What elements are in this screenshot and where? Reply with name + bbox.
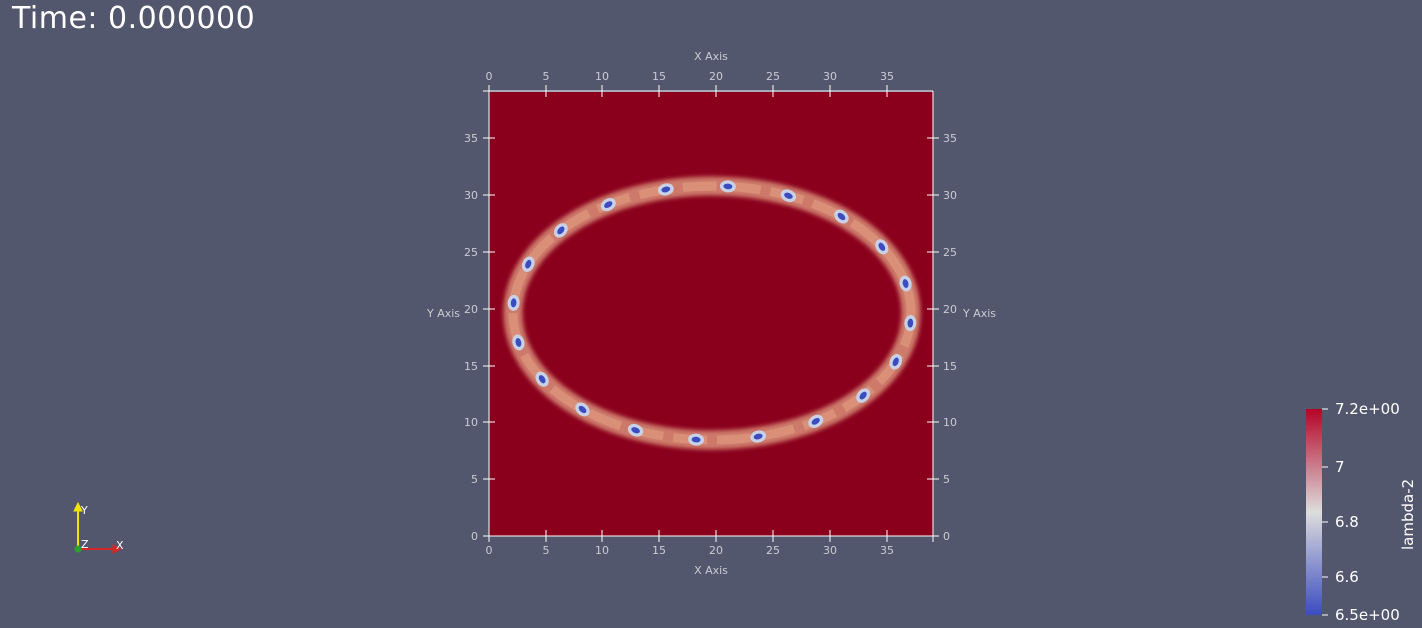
y-tick-left-20: 20 xyxy=(464,303,478,316)
y-tick-right-0: 0 xyxy=(943,530,950,543)
y-tick-right-30: 30 xyxy=(943,189,957,202)
low-value-spot xyxy=(631,427,640,434)
x-axis-title-bottom: X Axis xyxy=(694,564,728,577)
low-value-spot xyxy=(811,418,820,425)
low-value-spot xyxy=(859,391,867,400)
low-value-spot xyxy=(661,186,671,193)
colorbar-ticks xyxy=(1322,408,1328,616)
x-tick-top-20: 20 xyxy=(709,70,723,83)
x-tick-top-0: 0 xyxy=(486,70,493,83)
y-tick-left-10: 10 xyxy=(464,416,478,429)
lambda2-ring xyxy=(503,176,921,450)
y-tick-right-10: 10 xyxy=(943,416,957,429)
x-tick-bottom-25: 25 xyxy=(766,544,780,557)
field-background xyxy=(489,92,933,536)
x-tick-top-15: 15 xyxy=(652,70,666,83)
colorbar-title: lambda-2 xyxy=(1399,479,1417,550)
x-tick-top-5: 5 xyxy=(543,70,550,83)
y-tick-left-15: 15 xyxy=(464,360,478,373)
low-value-blobs xyxy=(507,180,917,446)
low-value-spot xyxy=(538,375,546,384)
x-tick-labels-bottom: 0 5 10 15 20 25 30 35 xyxy=(486,544,895,557)
plot-area xyxy=(489,92,933,536)
low-value-spot xyxy=(907,318,914,328)
y-tick-right-25: 25 xyxy=(943,246,957,259)
x-tick-bottom-35: 35 xyxy=(880,544,894,557)
time-label: Time: 0.000000 xyxy=(12,1,256,36)
colorbar-label-6-8: 6.8 xyxy=(1335,513,1359,531)
x-tick-bottom-0: 0 xyxy=(486,544,493,557)
low-value-spot xyxy=(902,279,909,288)
axis-ticks xyxy=(483,85,939,542)
low-value-spot xyxy=(515,338,522,347)
low-value-spot xyxy=(837,212,846,221)
y-tick-left-30: 30 xyxy=(464,189,478,202)
x-tick-bottom-20: 20 xyxy=(709,544,723,557)
low-value-spot xyxy=(878,242,886,251)
y-tick-right-5: 5 xyxy=(943,473,950,486)
x-tick-top-25: 25 xyxy=(766,70,780,83)
low-value-spot xyxy=(784,192,793,199)
y-tick-right-35: 35 xyxy=(943,132,957,145)
orientation-x-label: X xyxy=(116,539,124,552)
orientation-x-arrowhead xyxy=(112,544,123,554)
colorbar-label-6-6: 6.6 xyxy=(1335,568,1359,586)
colorbar-label-max: 7.2e+00 xyxy=(1335,400,1400,418)
low-value-spot xyxy=(525,259,532,269)
orientation-y-label: Y xyxy=(80,504,88,517)
y-tick-right-20: 20 xyxy=(943,303,957,316)
low-value-spot xyxy=(723,183,733,190)
orientation-z-label: Z xyxy=(81,538,89,551)
low-value-spot xyxy=(691,436,701,443)
y-tick-left-0: 0 xyxy=(471,530,478,543)
y-tick-labels-right: 0 5 10 15 20 25 30 35 xyxy=(943,132,957,543)
orientation-y-arrowhead xyxy=(73,501,83,512)
y-axis-title-right: Y Axis xyxy=(962,307,996,320)
y-tick-left-35: 35 xyxy=(464,132,478,145)
low-value-spot xyxy=(892,357,899,367)
orientation-z-dot xyxy=(74,545,82,553)
low-value-spot xyxy=(510,298,517,308)
colorbar-gradient xyxy=(1306,409,1322,615)
low-value-spot xyxy=(557,226,565,235)
y-tick-left-25: 25 xyxy=(464,246,478,259)
x-tick-top-10: 10 xyxy=(595,70,609,83)
y-tick-labels-left: 0 5 10 15 20 25 30 35 xyxy=(464,132,478,543)
x-tick-bottom-15: 15 xyxy=(652,544,666,557)
low-value-spot xyxy=(604,201,613,208)
x-tick-bottom-10: 10 xyxy=(595,544,609,557)
x-axis-title-top: X Axis xyxy=(694,50,728,63)
color-legend[interactable]: 7.2e+00 7 6.8 6.6 6.5e+00 lambda-2 xyxy=(1306,400,1417,624)
y-axis-title-left: Y Axis xyxy=(426,307,460,320)
x-tick-top-30: 30 xyxy=(823,70,837,83)
x-tick-bottom-30: 30 xyxy=(823,544,837,557)
ring-inner xyxy=(508,181,916,445)
x-tick-labels-top: 0 5 10 15 20 25 30 35 xyxy=(486,70,895,83)
orientation-axes-widget: Y X Z xyxy=(73,501,124,554)
y-tick-left-5: 5 xyxy=(471,473,478,486)
low-value-spot xyxy=(753,433,763,440)
y-tick-right-15: 15 xyxy=(943,360,957,373)
colorbar-label-7: 7 xyxy=(1335,458,1345,476)
low-value-spot xyxy=(578,405,587,414)
colorbar-label-min: 6.5e+00 xyxy=(1335,606,1400,624)
x-tick-top-35: 35 xyxy=(880,70,894,83)
x-tick-bottom-5: 5 xyxy=(543,544,550,557)
